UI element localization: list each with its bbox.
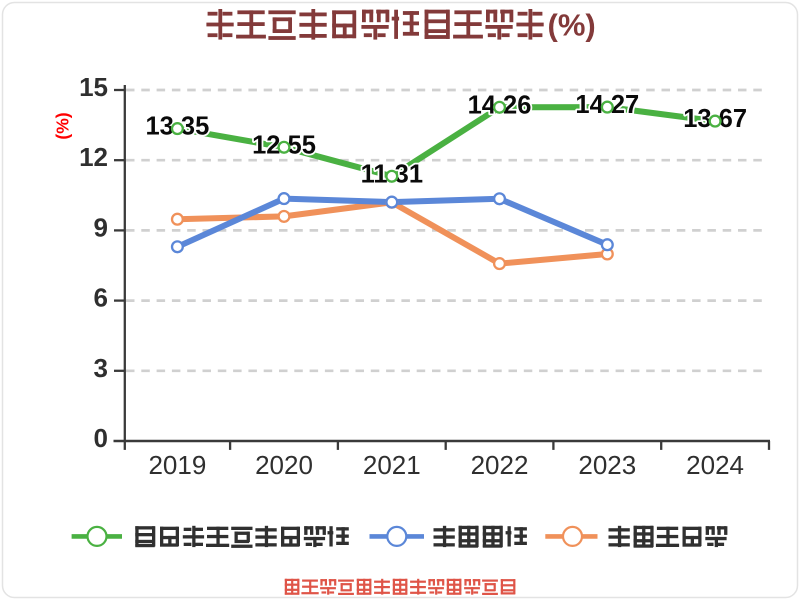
svg-text:2021: 2021 (363, 450, 421, 480)
svg-text:2019: 2019 (148, 450, 206, 480)
svg-text:12: 12 (79, 142, 108, 172)
svg-text:2024: 2024 (686, 450, 744, 480)
svg-text:2022: 2022 (471, 450, 529, 480)
svg-text:2023: 2023 (578, 450, 636, 480)
svg-text:(%): (%) (548, 8, 596, 43)
svg-text:15: 15 (79, 72, 108, 102)
svg-text:(%): (%) (53, 112, 73, 139)
svg-text:2020: 2020 (255, 450, 313, 480)
svg-text:0: 0 (94, 423, 108, 453)
svg-text:6: 6 (94, 283, 108, 313)
svg-text:3: 3 (94, 353, 108, 383)
svg-text:9: 9 (94, 212, 108, 242)
svg-text:13.35: 13.35 (145, 113, 209, 141)
